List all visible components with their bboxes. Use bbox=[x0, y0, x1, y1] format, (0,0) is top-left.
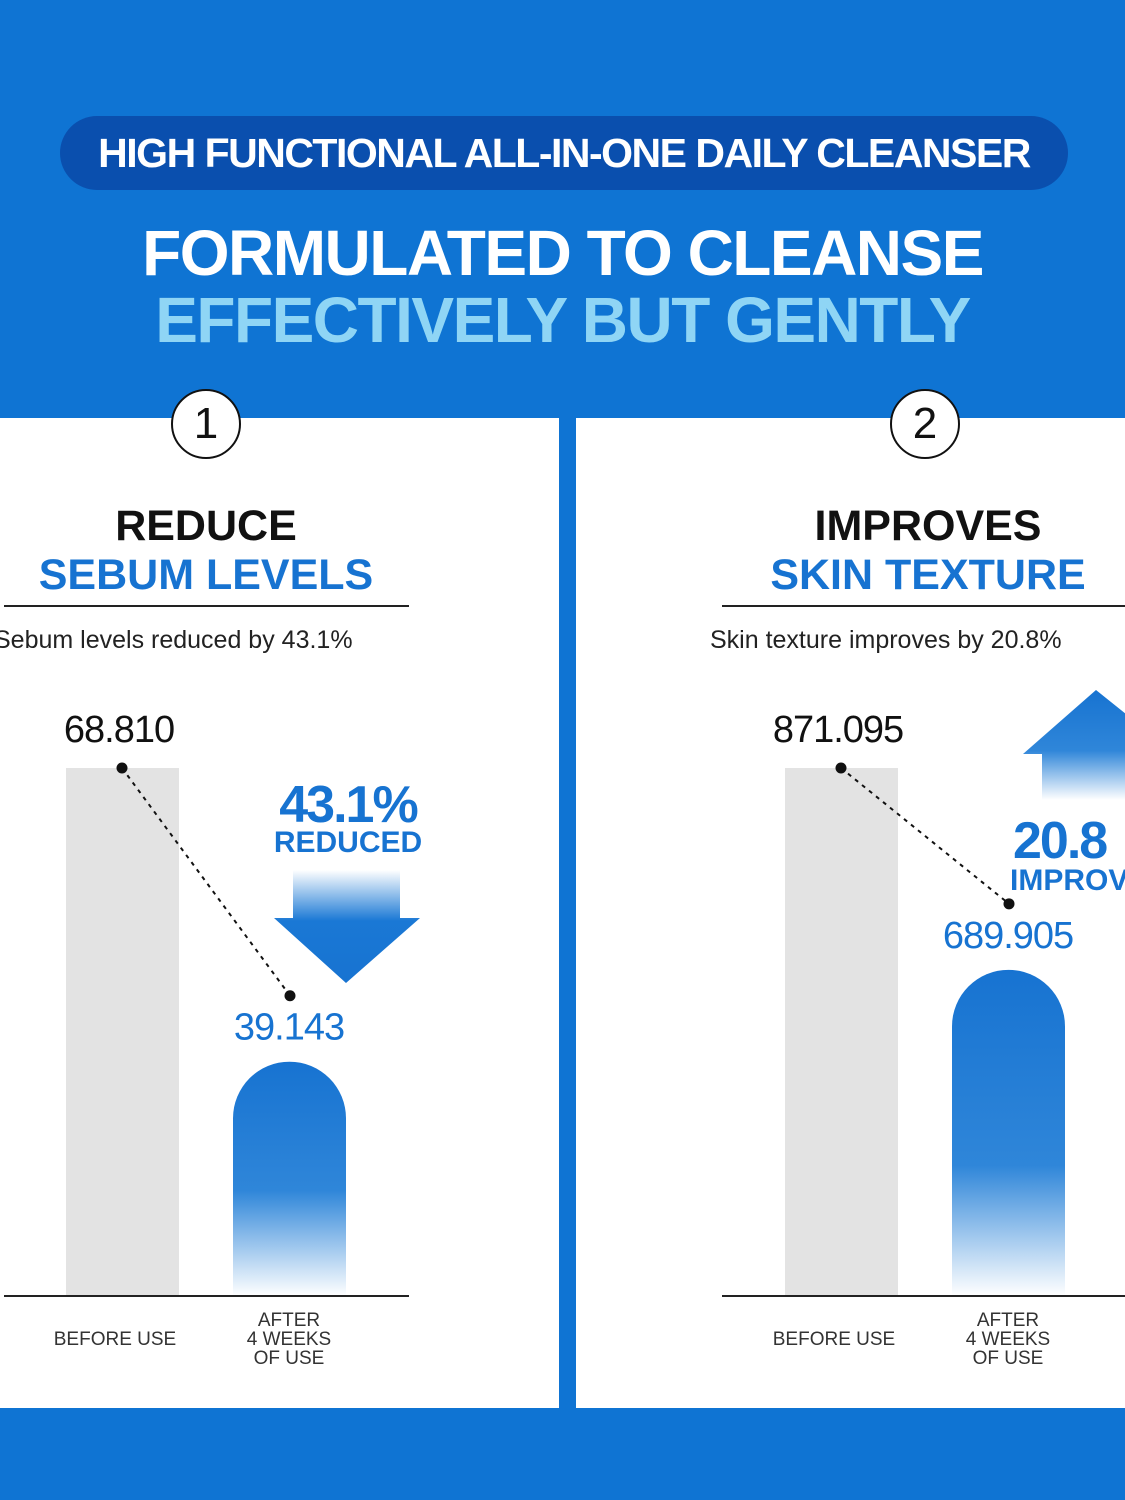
bar-after-4-weeks bbox=[952, 969, 1065, 1296]
x-label-before: BEFORE USE bbox=[772, 1329, 896, 1350]
change-percent-label: 20.8 bbox=[1013, 812, 1107, 870]
panel-sebum: REDUCE SEBUM LEVELS Sebum levels reduced… bbox=[0, 418, 559, 1408]
title-underline bbox=[4, 605, 409, 607]
headline-pill: HIGH FUNCTIONAL ALL-IN-ONE DAILY CLEANSE… bbox=[60, 116, 1068, 190]
headline-line-1: FORMULATED TO CLEANSE bbox=[142, 217, 984, 289]
texture-chart: 20.8 IMPROV 871.095 689.905 bbox=[722, 690, 1125, 1297]
panel-title-line-2: SKIN TEXTURE bbox=[770, 551, 1086, 599]
bar-before-use bbox=[66, 768, 179, 1296]
x-label-before: BEFORE USE bbox=[53, 1329, 177, 1350]
step-number-1: 1 bbox=[171, 389, 241, 459]
trend-dotted-line bbox=[840, 767, 1010, 905]
panel-title-line-1: IMPROVES bbox=[814, 502, 1042, 550]
x-label-after: AFTER 4 WEEKS OF USE bbox=[246, 1310, 332, 1369]
marker-before bbox=[835, 762, 847, 774]
change-percent-label: 43.1% bbox=[279, 776, 417, 834]
panel-title-line-2: SEBUM LEVELS bbox=[38, 551, 374, 599]
step-number-2: 2 bbox=[890, 389, 960, 459]
headline-line-2: EFFECTIVELY BUT GENTLY bbox=[155, 284, 971, 356]
change-word-label: REDUCED bbox=[274, 826, 422, 859]
arrow-down-icon bbox=[274, 870, 420, 983]
bar-before-use bbox=[785, 768, 898, 1296]
marker-after bbox=[284, 990, 296, 1002]
marker-before bbox=[116, 762, 128, 774]
value-label-before: 871.095 bbox=[773, 709, 903, 751]
value-label-before: 68.810 bbox=[64, 709, 174, 751]
arrow-up-icon bbox=[1023, 690, 1125, 800]
title-underline bbox=[722, 605, 1125, 607]
panel-subtitle: Skin texture improves by 20.8% bbox=[710, 626, 1062, 654]
panel-texture: IMPROVES SKIN TEXTURE Skin texture impro… bbox=[576, 418, 1125, 1408]
bar-after-4-weeks bbox=[233, 1061, 346, 1296]
value-label-after: 39.143 bbox=[234, 1007, 344, 1049]
change-word-label: IMPROV bbox=[1010, 864, 1125, 897]
sebum-chart: 43.1% REDUCED 68.810 39.143 bbox=[4, 709, 422, 1297]
trend-dotted-line bbox=[121, 767, 291, 997]
marker-after bbox=[1003, 898, 1015, 910]
panel-subtitle: Sebum levels reduced by 43.1% bbox=[0, 626, 353, 654]
value-label-after: 689.905 bbox=[943, 915, 1073, 957]
x-label-after: AFTER 4 WEEKS OF USE bbox=[965, 1310, 1051, 1369]
panel-title-line-1: REDUCE bbox=[115, 502, 297, 550]
